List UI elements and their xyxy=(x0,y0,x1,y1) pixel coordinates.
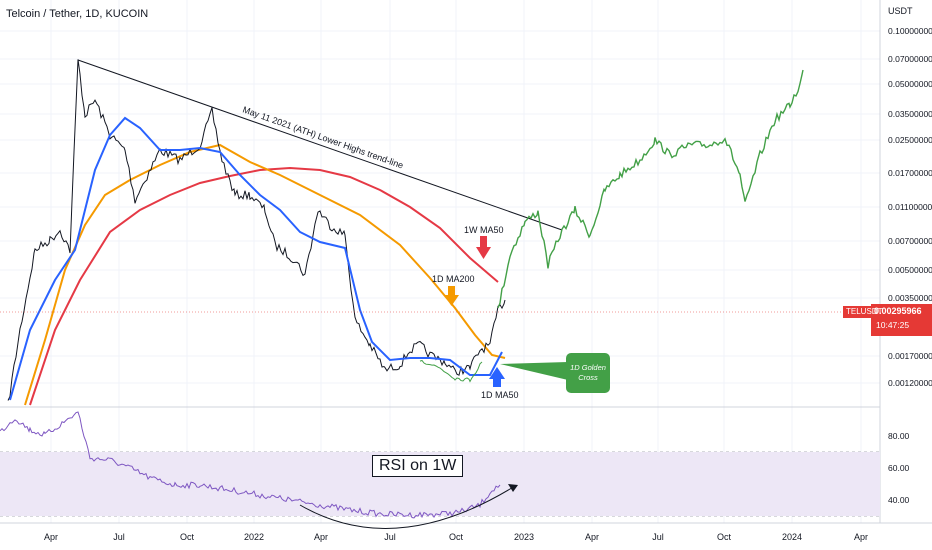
price-series xyxy=(7,59,506,401)
rsi-line xyxy=(0,411,501,519)
time-axis: Apr Jul Oct 2022 Apr Jul Oct 2023 Apr Jul Oct 2024 A… xyxy=(44,532,868,542)
time-tick-label: Apr xyxy=(314,532,328,542)
trendline xyxy=(77,59,563,231)
ma200-1d-line xyxy=(24,143,506,406)
label-1w-ma50: 1W MA50 xyxy=(464,225,504,235)
rsi-arc-arrowhead xyxy=(508,484,518,492)
price-tag-countdown: 10:47:25 xyxy=(876,320,910,330)
price-axis: 0.10000000 0.07000000 0.05000000 0.03500000… xyxy=(888,26,932,388)
price-tick-label: 0.00120000 xyxy=(888,378,932,388)
price-tag-symbol: TELUSDT xyxy=(843,306,886,318)
early-green-segment xyxy=(419,359,483,383)
time-tick-label: Jul xyxy=(384,532,396,542)
projection-line xyxy=(497,69,804,309)
ma50-1w-line xyxy=(29,166,499,406)
golden-cross-pointer xyxy=(500,362,568,380)
time-tick-label: 2022 xyxy=(244,532,264,542)
time-tick-label: 2023 xyxy=(514,532,534,542)
price-tick-label: 0.00700000 xyxy=(888,236,932,246)
price-tick-label: 0.01700000 xyxy=(888,168,932,178)
price-tick-label: 0.00170000 xyxy=(888,351,932,361)
rsi-arc xyxy=(299,485,516,529)
time-tick-label: Jul xyxy=(652,532,664,542)
golden-cross-callout: 1D Golden Cross xyxy=(566,353,610,393)
label-1d-ma50: 1D MA50 xyxy=(481,390,519,400)
rsi-tick-label: 60.00 xyxy=(888,463,910,473)
price-tick-label: 0.02500000 xyxy=(888,135,932,145)
time-tick-label: Oct xyxy=(180,532,195,542)
arrow-1w-ma50 xyxy=(476,236,491,259)
rsi-axis: 80.00 60.00 40.00 xyxy=(888,431,910,505)
price-tick-label: 0.01100000 xyxy=(888,202,932,212)
chart-title: Telcoin / Tether, 1D, KUCOIN xyxy=(6,8,149,20)
price-tick-label: 0.00500000 xyxy=(888,265,932,275)
arrow-1d-ma200 xyxy=(444,286,459,306)
ma50-1d-line xyxy=(9,116,503,401)
price-tick-label: 0.10000000 xyxy=(888,26,932,36)
price-tag-value: 0.00295966 xyxy=(874,306,922,316)
time-tick-label: Jul xyxy=(113,532,125,542)
time-tick-label: Oct xyxy=(717,532,732,542)
time-tick-label: Apr xyxy=(44,532,58,542)
time-tick-label: Apr xyxy=(585,532,599,542)
rsi-tick-label: 40.00 xyxy=(888,495,910,505)
price-tick-label: 0.03500000 xyxy=(888,109,932,119)
price-tick-label: 0.07000000 xyxy=(888,54,932,64)
time-tick-label: Apr xyxy=(854,532,868,542)
arrow-1d-ma50 xyxy=(489,367,505,387)
price-axis-unit: USDT xyxy=(888,6,913,16)
label-1d-ma200: 1D MA200 xyxy=(432,274,475,284)
rsi-label-box: RSI on 1W xyxy=(372,455,464,477)
price-tick-label: 0.00350000 xyxy=(888,293,932,303)
rsi-tick-label: 80.00 xyxy=(888,431,910,441)
grid xyxy=(0,0,932,524)
time-tick-label: 2024 xyxy=(782,532,802,542)
price-tick-label: 0.05000000 xyxy=(888,79,932,89)
time-tick-label: Oct xyxy=(449,532,464,542)
